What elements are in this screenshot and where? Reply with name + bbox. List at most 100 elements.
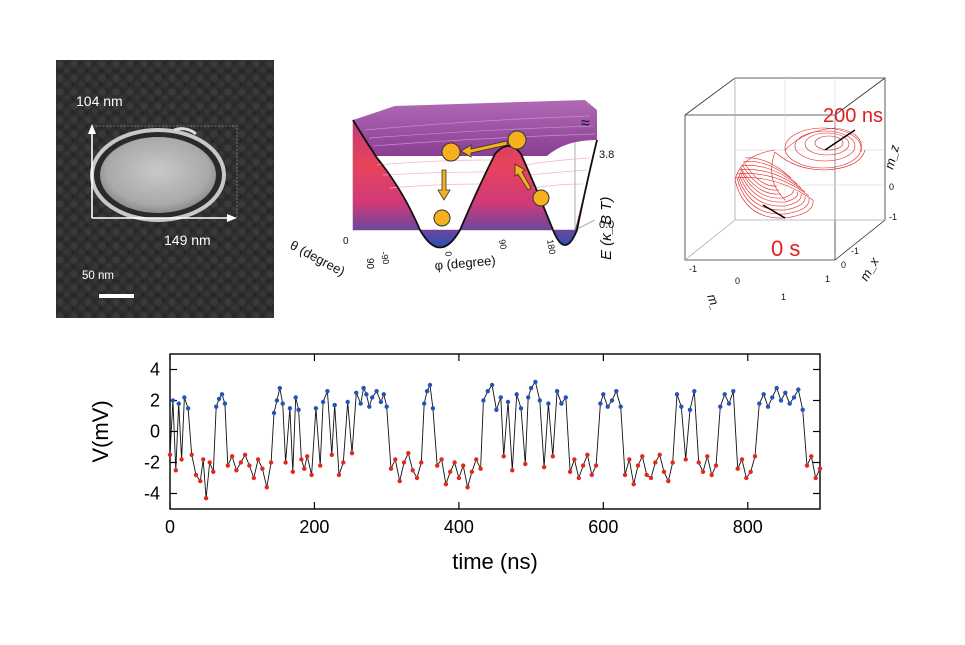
data-point <box>193 472 199 478</box>
data-point <box>523 461 528 467</box>
data-point <box>518 406 524 411</box>
data-point <box>559 401 564 406</box>
data-point <box>260 466 265 471</box>
data-point <box>618 404 623 409</box>
data-point <box>800 407 805 412</box>
data-point <box>657 452 662 457</box>
data-point <box>722 392 727 397</box>
data-point <box>167 452 173 457</box>
data-point <box>765 404 771 409</box>
voltage-chart-panel: 0 200 400 600 800 4 2 0 -2 -4 time (ns) V(mV) <box>80 340 840 600</box>
mx-axis-label: m_x <box>857 254 883 283</box>
data-point <box>290 469 295 474</box>
x-tick-label: 600 <box>588 517 618 537</box>
data-point <box>589 472 594 478</box>
data-point <box>216 396 222 402</box>
data-point <box>207 460 212 465</box>
data-point <box>427 382 433 388</box>
data-point <box>593 463 599 468</box>
data-point <box>661 469 667 474</box>
data-point <box>274 398 280 403</box>
data-point <box>748 469 753 474</box>
data-point <box>481 398 486 403</box>
data-point <box>478 466 483 471</box>
sem-height-label: 149 nm <box>164 232 211 248</box>
data-point <box>572 457 577 462</box>
x-tick-label: 400 <box>444 517 474 537</box>
data-point <box>546 401 551 406</box>
x-tick-label: 200 <box>299 517 329 537</box>
data-point <box>550 454 555 459</box>
data-point <box>631 482 636 487</box>
data-point <box>501 454 506 459</box>
data-point <box>489 382 495 388</box>
data-point <box>302 466 307 471</box>
data-point <box>381 392 386 397</box>
data-point <box>528 385 534 391</box>
data-point <box>687 407 693 412</box>
data-point <box>283 460 288 465</box>
data-point <box>705 454 710 459</box>
data-point <box>735 466 740 471</box>
data-point <box>443 482 449 487</box>
data-point <box>367 404 372 409</box>
phi-axis-label: φ (degree) <box>434 253 496 273</box>
data-point <box>370 395 375 400</box>
data-point <box>320 399 326 405</box>
data-point <box>325 389 330 394</box>
data-point <box>485 389 490 394</box>
series-line <box>169 380 821 499</box>
data-point <box>448 469 453 474</box>
data-point <box>614 389 619 394</box>
data-point <box>674 392 680 397</box>
data-point <box>211 469 216 474</box>
data-point <box>358 401 363 406</box>
data-point <box>469 469 475 474</box>
y-tick-label: 2 <box>150 391 160 411</box>
data-point <box>774 385 779 391</box>
data-point <box>406 451 411 456</box>
data-point <box>255 457 261 462</box>
data-point <box>280 401 285 406</box>
my-tick-0: 0 <box>735 276 740 286</box>
data-point <box>435 463 440 468</box>
data-point <box>364 392 369 397</box>
data-point <box>439 457 444 462</box>
data-point <box>537 398 542 403</box>
phi-tick-0: 0 <box>443 251 454 258</box>
energy-landscape-panel: ≈ 3.8 0.0 E (κ_B T) θ (degree) 0 90 φ (d… <box>285 80 615 310</box>
data-point <box>430 406 436 411</box>
data-point <box>341 460 346 465</box>
data-point <box>757 401 762 406</box>
data-point <box>189 452 194 457</box>
sem-width-label: 104 nm <box>76 93 123 109</box>
data-point <box>179 457 184 462</box>
mx-tick-neg1: -1 <box>851 246 859 256</box>
transition-arrows <box>437 140 532 201</box>
data-point <box>309 472 314 478</box>
scale-bar-label: 50 nm <box>82 270 114 282</box>
my-tick-1: 1 <box>781 292 786 302</box>
data-point <box>510 468 515 473</box>
sem-image: 104 nm 149 nm 50 nm <box>56 60 274 318</box>
data-point <box>576 475 581 481</box>
mz-axis-label: m_z <box>881 143 902 171</box>
data-point <box>238 460 243 465</box>
trajectory-end-label: 200 ns <box>823 105 883 127</box>
data-point <box>173 468 178 473</box>
data-point <box>422 401 427 406</box>
data-point <box>609 398 615 403</box>
data-point <box>644 472 649 478</box>
data-point <box>271 410 277 416</box>
data-point <box>666 478 671 484</box>
data-point <box>185 406 191 411</box>
data-point <box>219 392 225 397</box>
data-point <box>700 469 706 474</box>
data-point <box>345 399 350 405</box>
data-point <box>388 466 394 471</box>
data-point <box>679 404 684 409</box>
mx-tick-0: 0 <box>841 260 846 270</box>
data-point <box>419 460 424 465</box>
y-tick-label: -4 <box>144 484 160 504</box>
data-point <box>401 460 407 465</box>
